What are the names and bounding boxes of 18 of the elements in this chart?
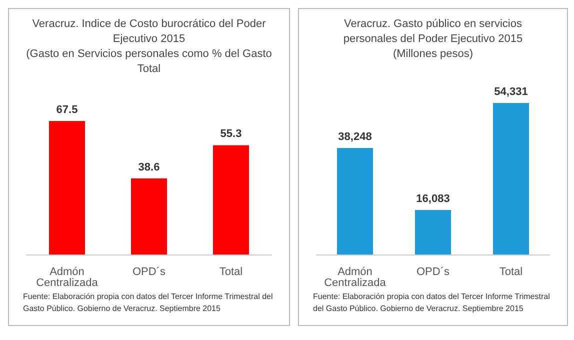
source-note: Fuente: Elaboración propia con datos del Tercer Informe Trimestral del Gasto Público. Gobierno de Veracruz. Septiembre 2015 [23,291,274,315]
x-tick-label: Total [219,266,243,278]
data-label: 38,248 [338,130,372,143]
data-label: 16,083 [416,193,450,206]
source-note: Fuente: Elaboración propia con datos del Tercer Informe Trimestral del Gasto Público. Gobierno de Veracruz. Septiembre 2015 [313,291,551,315]
chart-title: Veracruz. Gasto público en servicios personales del Poder Ejecutivo 2015 [342,17,524,47]
data-label: 67.5 [56,104,78,116]
chart-title: Veracruz. Indice de Costo burocrático del Poder Ejecutivo 2015 [31,17,267,47]
x-tick-label: Total [499,266,523,278]
data-label: 38.6 [138,161,160,174]
x-tick-label: Admón Centralizada [36,266,99,289]
x-tick-label: Admón Centralizada [324,266,387,289]
x-tick-label: OPD´s [132,266,166,278]
chart-subtitle: (Gasto en Servicios personales como % del Gasto Total [25,47,273,77]
data-label: 54,331 [494,86,528,98]
data-label: 55.3 [220,128,242,140]
chart-subtitle: (Millones pesos) [392,47,474,62]
x-tick-label: OPD´s [416,266,450,278]
